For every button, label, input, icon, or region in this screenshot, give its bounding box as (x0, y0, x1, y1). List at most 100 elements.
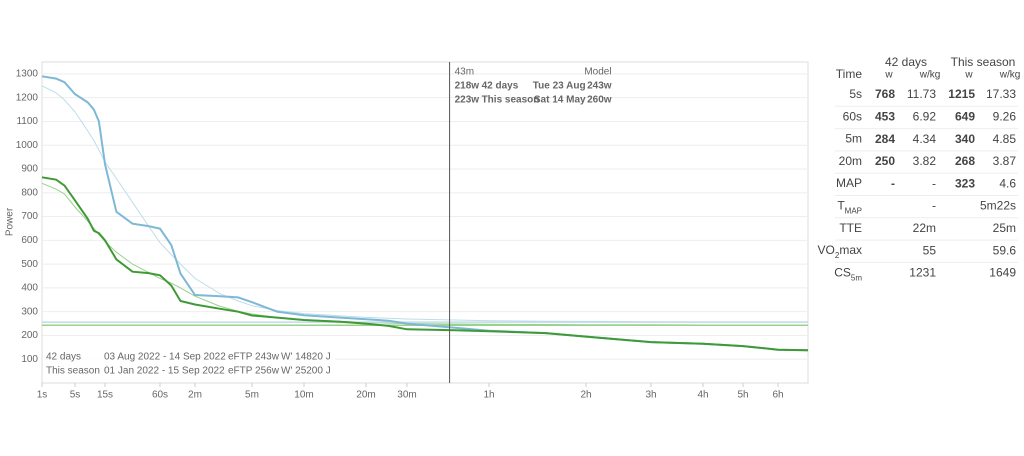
table-cell: 59.6 (993, 243, 1017, 257)
row-label-main: T (837, 199, 845, 213)
table-group-header: This season (951, 55, 1016, 69)
table-cell: 453 (875, 109, 895, 123)
row-label-main: 5m (845, 132, 862, 146)
tooltip-name: 42 days (482, 81, 519, 92)
y-tick-label: 1100 (16, 116, 38, 127)
table-row-label: TTE (839, 221, 862, 235)
table-column-header: Time (836, 67, 863, 81)
table-cell: 11.73 (907, 87, 936, 101)
row-label-sub: MAP (845, 206, 862, 215)
table-row-label: VO2max (818, 243, 862, 259)
x-tick-label: 6h (772, 390, 783, 401)
y-tick-label: 900 (21, 164, 38, 175)
table-row-label: 5m (845, 132, 862, 146)
legend-eftp: eFTP 243w (228, 352, 280, 363)
x-tick-label: 10m (294, 390, 313, 401)
table-cell: 3.82 (913, 154, 937, 168)
x-tick-label: 1h (483, 390, 494, 401)
table-column-header: w (964, 70, 973, 81)
table-cell: 1231 (909, 266, 936, 280)
legend-eftp: eFTP 256w (228, 366, 280, 377)
x-tick-label: 5h (737, 390, 748, 401)
table-group-header: 42 days (885, 55, 927, 69)
table-row-label: 5s (849, 87, 862, 101)
row-label-main: VO (818, 243, 835, 257)
tooltip-name: This season (482, 95, 540, 106)
tooltip-date: Tue 23 Aug (533, 81, 586, 92)
row-label-main: MAP (836, 176, 862, 190)
table-cell: 340 (955, 132, 975, 146)
legend-box (43, 348, 335, 381)
y-tick-label: 100 (21, 354, 38, 365)
y-tick-label: 800 (21, 187, 38, 198)
table-cell: 17.33 (986, 87, 1016, 101)
table-row-label: CS5m (834, 266, 862, 282)
table-cell: 768 (875, 87, 895, 101)
power-curve (41, 176, 809, 352)
x-tick-label: 2h (580, 390, 591, 401)
table-cell: 4.6 (999, 176, 1016, 190)
cursor-label: 43m (455, 67, 474, 78)
table-cell: 268 (955, 154, 975, 168)
y-axis-label: Power (5, 207, 16, 236)
plot-area (41, 61, 809, 384)
table-cell: 323 (955, 176, 975, 190)
y-tick-label: 400 (21, 283, 38, 294)
x-tick-label: 5s (70, 390, 81, 401)
table-cell: 1215 (948, 87, 975, 101)
table-row-label: TMAP (837, 199, 862, 215)
table-cell: 4.34 (913, 132, 937, 146)
table-cell: 250 (875, 154, 895, 168)
table-cell: 22m (913, 221, 936, 235)
x-tick-label: 2m (188, 390, 202, 401)
legend-wprime: W' 25200 J (281, 366, 331, 377)
y-tick-label: 600 (21, 235, 38, 246)
y-tick-label: 500 (21, 259, 38, 270)
x-tick-label: 4h (697, 390, 708, 401)
row-label-main: CS (834, 266, 851, 280)
table-column-header: w (884, 70, 893, 81)
row-label-main: TTE (839, 221, 862, 235)
table-cell: 6.92 (913, 109, 937, 123)
legend-dates: 03 Aug 2022 - 14 Sep 2022 (104, 352, 226, 363)
legend-name: This season (46, 366, 100, 377)
tooltip-value: 218w (455, 81, 480, 92)
table-cell: 284 (875, 132, 895, 146)
row-label-sub: 5m (851, 273, 862, 282)
table-column-header: w/kg (919, 70, 941, 81)
tooltip-model: 243w (587, 81, 612, 92)
table-cell: 3.87 (993, 154, 1017, 168)
table-cell: 9.26 (993, 109, 1017, 123)
table-cell: 649 (955, 109, 975, 123)
legend-dates: 01 Jan 2022 - 15 Sep 2022 (104, 366, 225, 377)
x-tick-label: 20m (356, 390, 375, 401)
x-tick-label: 5m (245, 390, 259, 401)
row-label-main: 5s (849, 87, 862, 101)
y-tick-label: 1300 (16, 69, 39, 80)
tooltip-model: 260w (587, 95, 612, 106)
y-tick-label: 1200 (16, 92, 39, 103)
tooltip-value: 223w (455, 95, 480, 106)
tooltip-header: Model (584, 67, 611, 78)
table-column-header: w/kg (999, 70, 1021, 81)
legend-wprime: W' 14820 J (281, 352, 331, 363)
table-row-label: 60s (843, 109, 862, 123)
table-cell: 4.85 (993, 132, 1017, 146)
table-cell: 5m22s (980, 199, 1016, 213)
row-label-main: 20m (839, 154, 862, 168)
table-cell: - (932, 199, 936, 213)
tooltip-date: Sat 14 May (534, 95, 586, 106)
table-row-label: 20m (839, 154, 862, 168)
y-tick-label: 200 (21, 330, 38, 341)
row-label-sub: 2 (835, 251, 840, 260)
table-cell: 1649 (989, 266, 1016, 280)
table-cell: 55 (923, 243, 937, 257)
row-label-main: 60s (843, 109, 862, 123)
x-tick-label: 3h (645, 390, 656, 401)
model-curve (41, 85, 808, 323)
row-label-after: max (839, 243, 862, 257)
x-tick-label: 15s (97, 390, 113, 401)
table-row-label: MAP (836, 176, 862, 190)
y-tick-label: 1000 (16, 140, 39, 151)
